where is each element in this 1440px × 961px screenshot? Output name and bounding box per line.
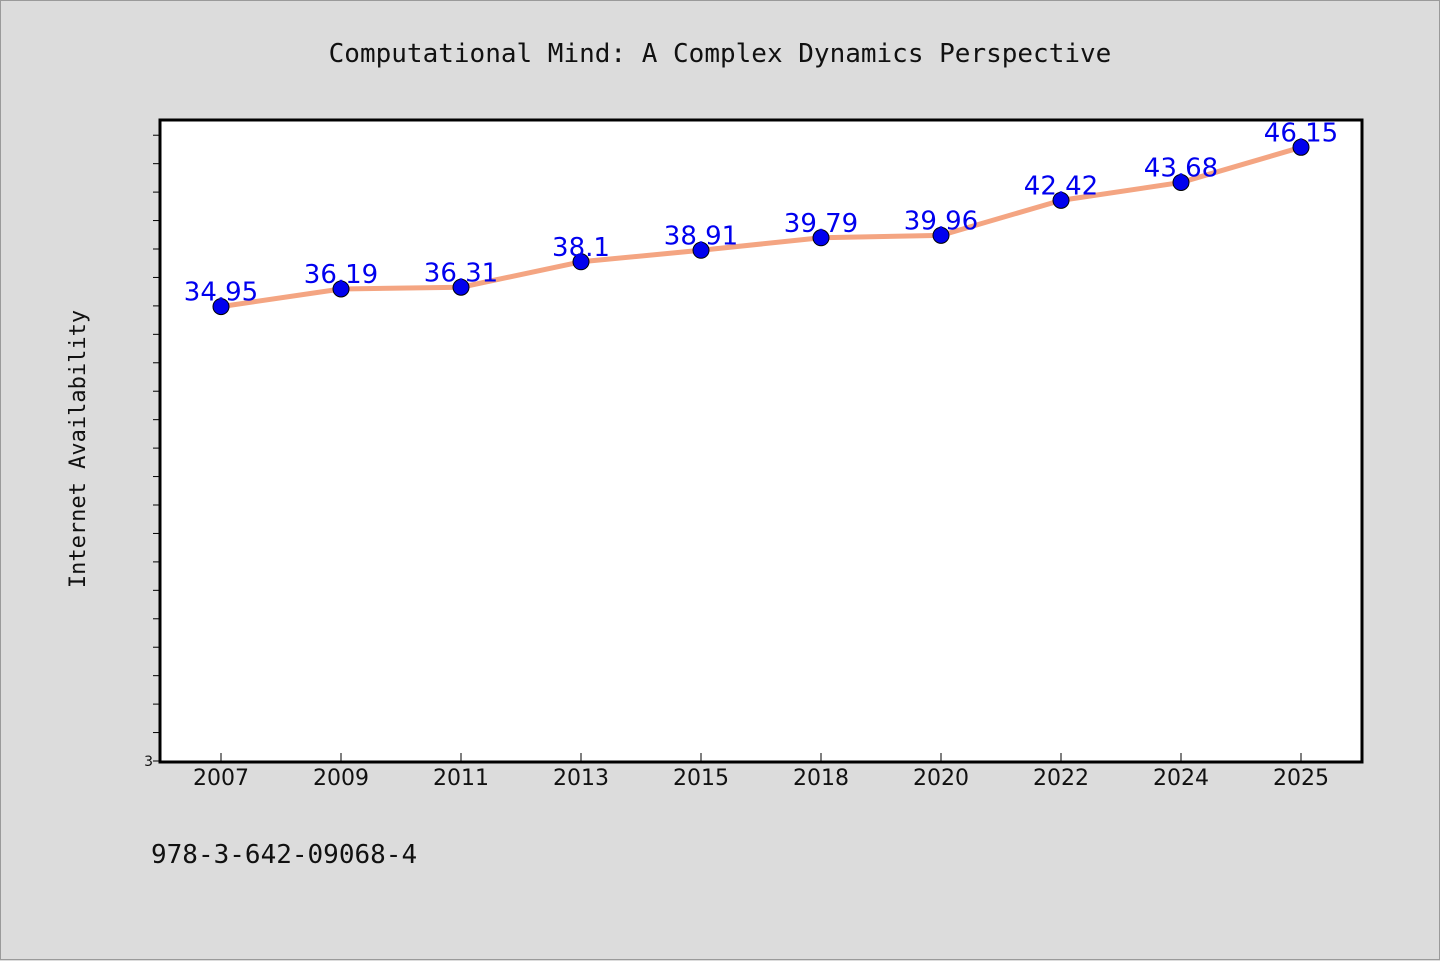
chart-title: Computational Mind: A Complex Dynamics P… [329, 39, 1112, 69]
y-tick-label: 3 [144, 754, 153, 770]
data-point [1292, 138, 1310, 156]
data-point [452, 278, 470, 296]
data-label: 43.68 [1144, 153, 1218, 183]
data-point [1052, 191, 1070, 209]
x-tick-label: 2020 [913, 766, 969, 791]
y-axis-ticks: 3 [144, 134, 161, 770]
data-label: 34.95 [184, 278, 258, 308]
series-line [218, 144, 1304, 310]
data-point [812, 229, 830, 247]
data-label: 39.79 [784, 209, 858, 239]
x-tick-label: 2007 [193, 766, 249, 791]
isbn-footer: 978-3-642-09068-4 [151, 840, 417, 870]
x-axis-ticks: 2007 2009 2011 2013 2015 2018 2020 2022 2024 2025 [193, 753, 1329, 791]
x-tick-label: 2013 [553, 766, 609, 791]
data-point [572, 253, 590, 271]
plot-area [158, 118, 1364, 764]
data-point [692, 241, 710, 259]
data-label: 42.42 [1024, 171, 1098, 201]
x-tick-label: 2009 [313, 766, 369, 791]
x-tick-label: 2015 [673, 766, 729, 791]
data-point [332, 280, 350, 298]
data-label: 39.96 [904, 206, 978, 236]
y-axis-label: Internet Availability [66, 310, 91, 588]
series-group: 34.95 36.19 36.31 38.1 38.91 39.79 39.96 42.42 4… [184, 118, 1338, 316]
x-tick-label: 2025 [1273, 766, 1329, 791]
data-label: 36.31 [424, 258, 498, 288]
x-tick-label: 2011 [433, 766, 489, 791]
data-label: 38.1 [552, 233, 610, 263]
data-label: 46.15 [1264, 118, 1338, 148]
data-point [932, 226, 950, 244]
data-point [1172, 173, 1190, 191]
data-point [212, 298, 230, 316]
x-tick-label: 2022 [1033, 766, 1089, 791]
x-tick-label: 2024 [1153, 766, 1209, 791]
x-tick-label: 2018 [793, 766, 849, 791]
data-label: 38.91 [664, 221, 738, 251]
data-label: 36.19 [304, 260, 378, 290]
